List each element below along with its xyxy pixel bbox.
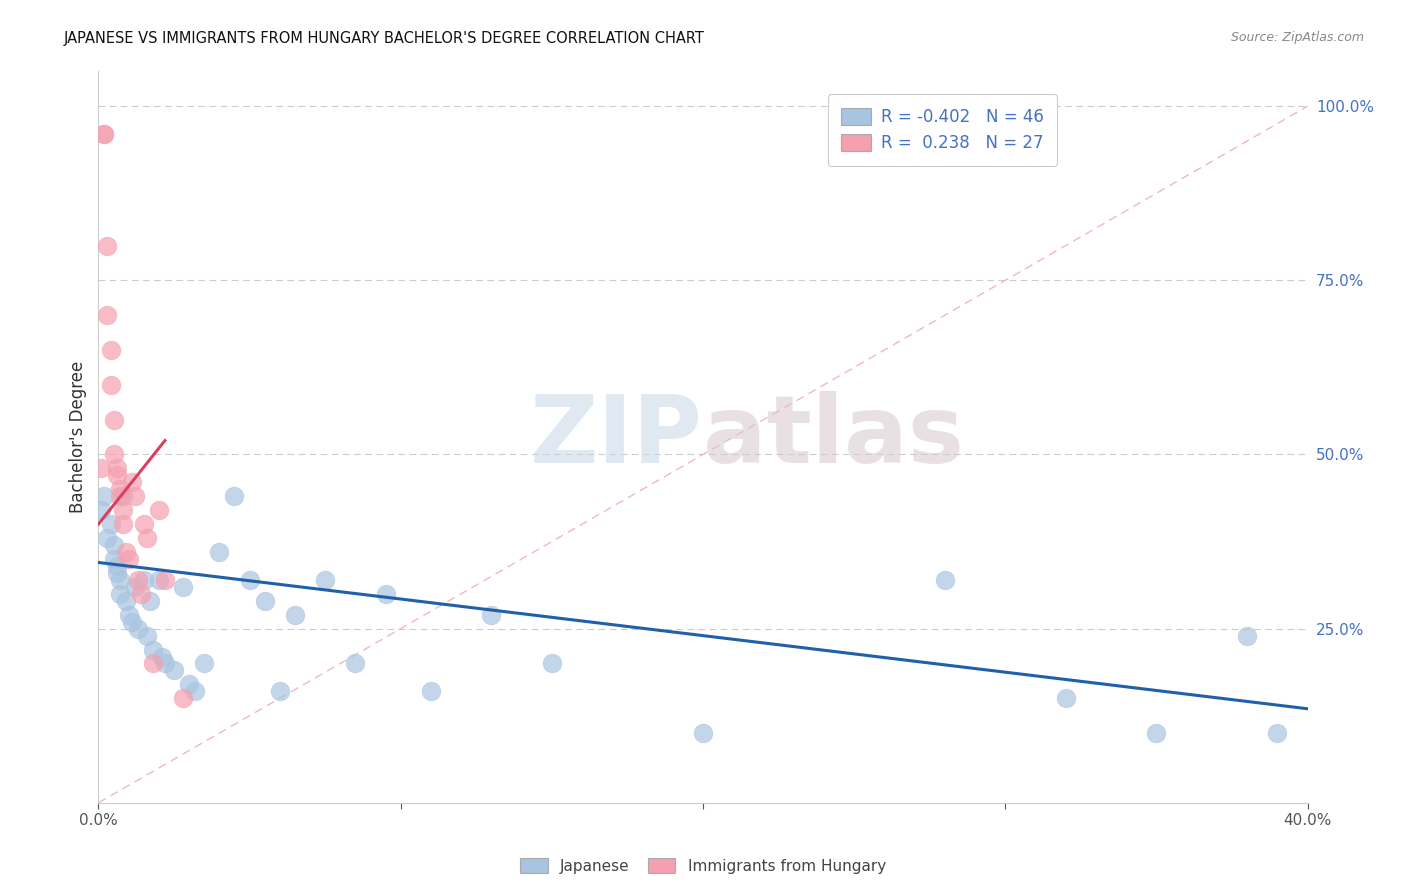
Point [153, 657, 176, 671]
Point [184, 684, 207, 698]
Point [100, 377, 122, 392]
Point [172, 580, 194, 594]
Point [135, 629, 157, 643]
Text: Source: ZipAtlas.com: Source: ZipAtlas.com [1230, 31, 1364, 45]
Point [100, 343, 122, 357]
Point [132, 517, 155, 532]
Point [540, 657, 562, 671]
Point [148, 503, 170, 517]
Point [1144, 726, 1167, 740]
Point [239, 573, 262, 587]
Point [374, 587, 396, 601]
Point [193, 657, 215, 671]
Point [114, 545, 136, 559]
Point [118, 552, 141, 566]
Point [103, 538, 125, 552]
Point [121, 615, 143, 629]
Point [127, 573, 149, 587]
Point [105, 468, 128, 483]
Point [93, 489, 115, 503]
Point [208, 545, 231, 559]
Point [344, 657, 367, 671]
Point [127, 622, 149, 636]
Point [314, 573, 336, 587]
Y-axis label: Bachelor's Degree: Bachelor's Degree [69, 361, 87, 513]
Point [481, 607, 503, 622]
Point [139, 594, 162, 608]
Point [1236, 629, 1258, 643]
Point [108, 573, 131, 587]
Point [111, 489, 134, 503]
Point [150, 649, 173, 664]
Point [224, 489, 246, 503]
Point [1267, 726, 1289, 740]
Point [105, 566, 128, 580]
Text: atlas: atlas [703, 391, 965, 483]
Point [121, 475, 143, 490]
Point [118, 607, 141, 622]
Point [420, 684, 443, 698]
Point [692, 726, 714, 740]
Point [93, 127, 115, 141]
Point [108, 489, 131, 503]
Point [90, 503, 112, 517]
Point [1054, 691, 1077, 706]
Point [148, 573, 170, 587]
Point [142, 642, 165, 657]
Point [142, 657, 165, 671]
Point [124, 489, 146, 503]
Point [96, 238, 118, 252]
Point [269, 684, 291, 698]
Text: JAPANESE VS IMMIGRANTS FROM HUNGARY BACHELOR'S DEGREE CORRELATION CHART: JAPANESE VS IMMIGRANTS FROM HUNGARY BACH… [63, 31, 704, 46]
Point [108, 483, 131, 497]
Point [111, 517, 134, 532]
Point [103, 552, 125, 566]
Point [124, 580, 146, 594]
Point [90, 461, 112, 475]
Text: ZIP: ZIP [530, 391, 703, 483]
Point [96, 531, 118, 545]
Point [934, 573, 956, 587]
Point [105, 558, 128, 573]
Point [135, 531, 157, 545]
Point [129, 587, 152, 601]
Point [179, 677, 201, 691]
Legend: Japanese, Immigrants from Hungary: Japanese, Immigrants from Hungary [515, 852, 891, 880]
Point [153, 573, 176, 587]
Point [103, 412, 125, 426]
Point [163, 664, 186, 678]
Point [111, 503, 134, 517]
Point [100, 517, 122, 532]
Point [132, 573, 155, 587]
Point [103, 448, 125, 462]
Point [108, 587, 131, 601]
Point [93, 127, 115, 141]
Point [114, 594, 136, 608]
Point [172, 691, 194, 706]
Point [253, 594, 276, 608]
Point [96, 308, 118, 322]
Point [284, 607, 307, 622]
Legend: R = -0.402   N = 46, R =  0.238   N = 27: R = -0.402 N = 46, R = 0.238 N = 27 [828, 95, 1057, 166]
Point [105, 461, 128, 475]
